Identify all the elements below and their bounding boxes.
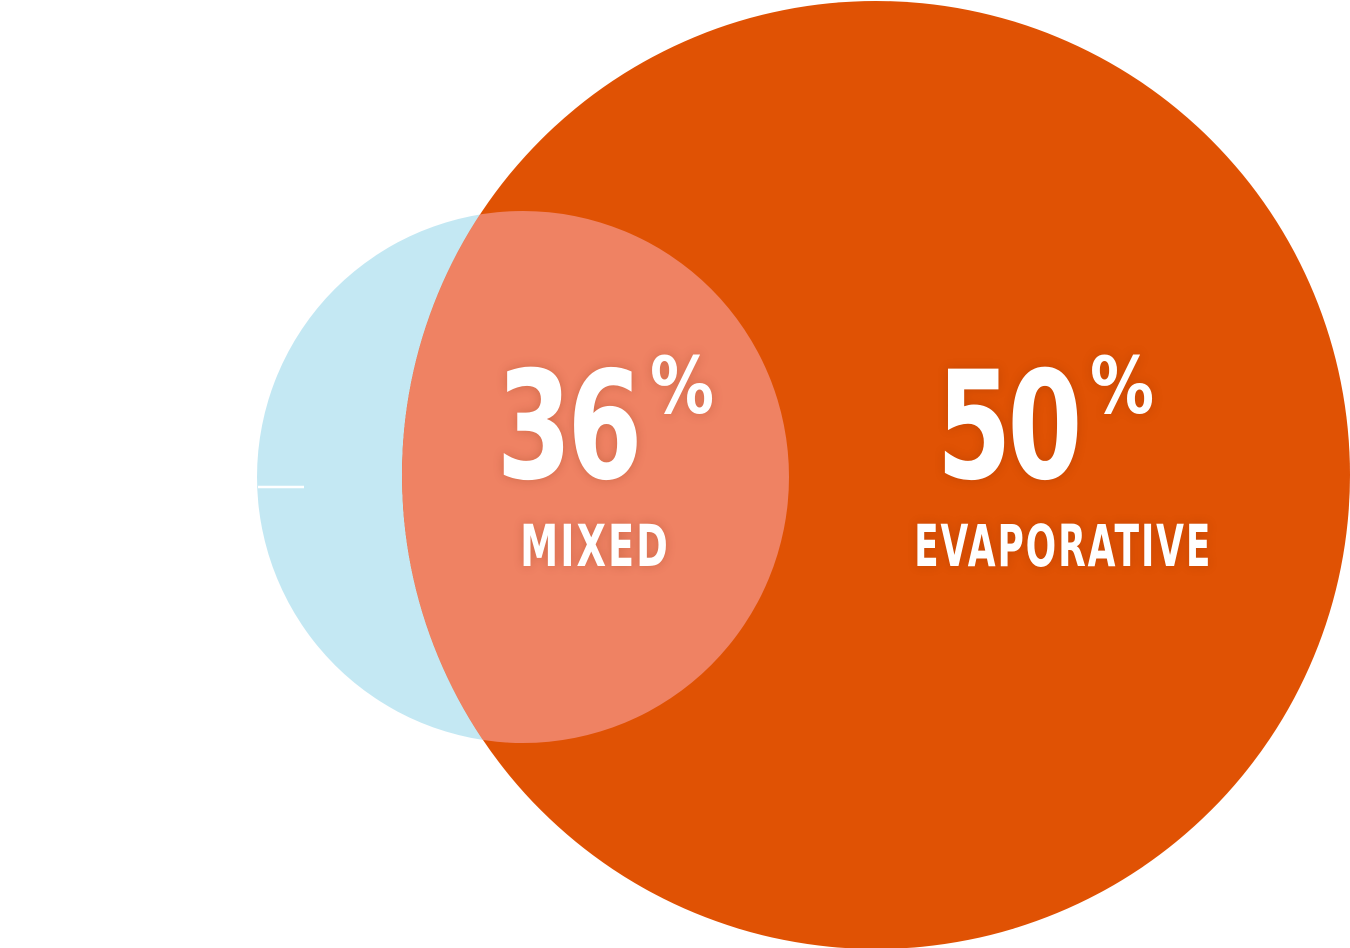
evaporative-label: EVAPORATIVE bbox=[914, 512, 1213, 580]
mixed-stat: 36 % MIXED bbox=[440, 340, 750, 580]
mixed-label: MIXED bbox=[520, 512, 670, 580]
mixed-percent-sign: % bbox=[650, 342, 715, 432]
overlap-region bbox=[402, 211, 789, 743]
evaporative-percent-sign: % bbox=[1090, 342, 1155, 432]
mixed-percentage-value: 36 bbox=[496, 340, 642, 514]
evaporative-stat: 50 % EVAPORATIVE bbox=[840, 340, 1230, 580]
evaporative-percentage-value: 50 bbox=[936, 340, 1082, 514]
